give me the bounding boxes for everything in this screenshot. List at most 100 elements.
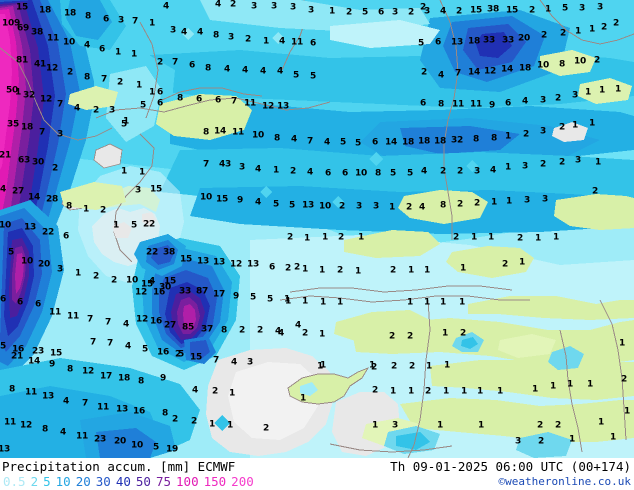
- precip-value-label: 16: [157, 347, 169, 358]
- precip-value-label: 6: [215, 95, 221, 106]
- precip-value-label: 1: [599, 85, 605, 96]
- precip-value-label: 28: [46, 194, 58, 205]
- precip-value-label: 16: [12, 344, 24, 355]
- precip-value-label: 2: [457, 166, 463, 177]
- precip-value-label: 1: [372, 420, 378, 431]
- precip-value-label: 1: [610, 432, 616, 443]
- precip-value-label: 3: [135, 185, 141, 196]
- precip-value-label: 8: [203, 127, 209, 138]
- precip-value-label: 1: [408, 265, 414, 276]
- precip-value-label: 8: [438, 99, 444, 110]
- precip-value-label: 5: [362, 7, 368, 18]
- precip-value-label: 5: [310, 71, 316, 82]
- precip-value-label: 11: [49, 307, 61, 318]
- precip-value-label: 2: [594, 55, 600, 66]
- precip-value-label: 2: [538, 436, 544, 447]
- precip-value-label: 1: [139, 167, 145, 178]
- precip-value-label: 7: [307, 136, 313, 147]
- color-scale-stop-2[interactable]: 2: [30, 474, 39, 489]
- precip-value-label: 4: [277, 66, 283, 77]
- precip-value-label: 5: [121, 119, 127, 130]
- precip-value-label: 4: [125, 341, 131, 352]
- precip-value-label: 6: [435, 37, 441, 48]
- precip-value-label: 5: [562, 3, 568, 14]
- precip-value-label: 6: [63, 231, 69, 242]
- precip-value-label: 1: [300, 393, 306, 404]
- precip-value-label: 4: [307, 167, 313, 178]
- color-scale-stop-50[interactable]: 50: [135, 474, 151, 489]
- color-scale-stop-75[interactable]: 75: [155, 474, 172, 489]
- precip-value-label: 4: [215, 0, 221, 10]
- color-scale-stop-40[interactable]: 40: [115, 474, 131, 489]
- precip-value-label: 4: [60, 427, 66, 438]
- precip-value-label: 3: [251, 1, 257, 12]
- precip-value-label: 4: [255, 164, 261, 175]
- color-scale-stop-150[interactable]: 150: [203, 474, 227, 489]
- precip-value-label: 1: [136, 80, 142, 91]
- color-scale-stop-30[interactable]: 30: [95, 474, 111, 489]
- precip-value-label: 1: [83, 204, 89, 215]
- precip-value-label: 2: [457, 199, 463, 210]
- precipitation-map[interactable]: 15 18 18 8 6 3 7 1 4 4 2 3 3 3 3 1 2 5 6 3 2 3 4 2 15 38 15 2 1 5 3 3 2 1…: [0, 0, 634, 458]
- precip-value-label: 3: [424, 6, 430, 17]
- precip-value-label: 5: [407, 168, 413, 179]
- precip-value-label: 7: [39, 127, 45, 138]
- precip-value-label: 2: [453, 232, 459, 243]
- precip-value-label: 1: [491, 197, 497, 208]
- precip-value-label: 12: [40, 94, 52, 105]
- precip-value-label: 4: [295, 320, 301, 331]
- precip-value-label: 21: [11, 351, 23, 362]
- precip-value-label: 1: [550, 381, 556, 392]
- precip-value-label: 22: [143, 219, 155, 230]
- precip-value-label: 7: [82, 398, 88, 409]
- precip-value-label: 14: [214, 126, 226, 137]
- precip-value-label: 6: [420, 98, 426, 109]
- precip-value-label: 13: [116, 404, 128, 415]
- precip-value-label: 1: [497, 386, 503, 397]
- precip-value-label: 3: [271, 1, 277, 12]
- color-scale-stop-0.5[interactable]: 0.5: [3, 474, 26, 489]
- color-scale-stop-20[interactable]: 20: [75, 474, 91, 489]
- precip-value-label: 8: [177, 93, 183, 104]
- precip-value-label: 2: [172, 414, 178, 425]
- precip-value-label: 35: [7, 119, 19, 130]
- precip-value-label: 1: [444, 360, 450, 371]
- precipitation-color-scale[interactable]: 0.5 2 5 10 20 30 40 50 75 100 150 200: [3, 474, 259, 489]
- precip-value-label: 3: [109, 105, 115, 116]
- precip-value-label: 2: [111, 275, 117, 286]
- map-footer: Precipitation accum. [mm] ECMWF Th 09-01…: [0, 458, 634, 490]
- precip-value-label: 22: [42, 227, 54, 238]
- color-scale-stop-100[interactable]: 100: [176, 474, 199, 489]
- precip-value-label: 8: [213, 30, 219, 41]
- precip-value-label: 8: [84, 72, 90, 83]
- precip-value-label: 1: [390, 386, 396, 397]
- precip-value-label: 1: [227, 420, 233, 431]
- precip-value-label: 20: [38, 259, 50, 270]
- precip-value-label: 1: [121, 166, 127, 177]
- color-scale-stop-10[interactable]: 10: [55, 474, 71, 489]
- precip-value-label: 2: [592, 186, 598, 197]
- precip-value-label: 5: [418, 38, 424, 49]
- precip-value-label: 2: [555, 93, 561, 104]
- precip-value-label: 15: [150, 184, 162, 195]
- color-scale-stop-200[interactable]: 200: [231, 474, 254, 489]
- precip-value-label: 17: [100, 371, 112, 382]
- precip-value-label: 4: [279, 36, 285, 47]
- precip-value-label: 11: [232, 127, 244, 138]
- precip-value-label: 2: [117, 77, 123, 88]
- color-scale-stop-5[interactable]: 5: [43, 474, 51, 489]
- precip-value-label: 1: [459, 297, 465, 308]
- precip-value-label: 6: [378, 7, 384, 18]
- precip-value-label: 6: [157, 87, 163, 98]
- precip-value-label: 4: [438, 70, 444, 81]
- precip-value-label: 8: [138, 376, 144, 387]
- precip-value-label: 4: [522, 96, 528, 107]
- precip-value-label: 5: [0, 341, 6, 352]
- precip-value-label: 5: [140, 100, 146, 111]
- precip-value-label: 7: [57, 99, 63, 110]
- precip-value-label: 2: [409, 361, 415, 372]
- precip-value-label: 14: [28, 192, 40, 203]
- map-title: Precipitation accum. [mm] ECMWF: [2, 459, 236, 474]
- precip-value-label: 2: [239, 325, 245, 336]
- precip-value-label: 2: [529, 5, 535, 16]
